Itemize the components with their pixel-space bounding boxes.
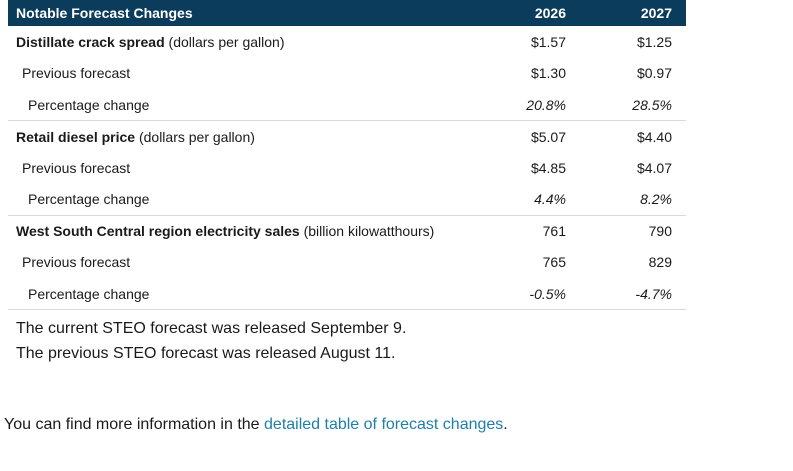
cell-2027: 829	[648, 254, 672, 271]
more-info-paragraph: You can find more information in the det…	[4, 412, 508, 437]
previous-release-note: The previous STEO forecast was released …	[16, 345, 396, 362]
cell-2026: $1.30	[530, 65, 566, 82]
metric-name: West South Central region electricity sa…	[16, 223, 300, 239]
cell-2026: 4.4%	[466, 183, 576, 216]
forecast-changes-table-container: Notable Forecast Changes 2026 2027 Disti…	[8, 0, 686, 310]
table-row-electricity-sales: West South Central region electricity sa…	[8, 215, 686, 247]
table-row-previous-forecast: Previous forecast 765 829	[8, 247, 686, 279]
cell-2027: $1.25	[636, 33, 672, 50]
cell-2027: $4.40	[636, 128, 672, 145]
table-row-percentage-change: Percentage change -0.5% -4.7%	[8, 278, 686, 310]
release-notes: The current STEO forecast was released S…	[16, 316, 406, 366]
table-row-previous-forecast: Previous forecast $1.30 $0.97	[8, 58, 686, 90]
column-header-2027: 2027	[640, 5, 672, 21]
row-label: Previous forecast	[22, 65, 131, 82]
table-row-percentage-change: Percentage change 4.4% 8.2%	[8, 183, 686, 216]
row-label: Distillate crack spread (dollars per gal…	[8, 26, 466, 58]
detailed-table-link[interactable]: detailed table of forecast changes	[264, 416, 504, 433]
row-label: Retail diesel price (dollars per gallon)	[8, 121, 466, 153]
cell-2026: 765	[542, 254, 566, 271]
metric-name: Distillate crack spread	[16, 33, 165, 50]
table-row-percentage-change: Percentage change 20.8% 28.5%	[8, 89, 686, 121]
row-label: West South Central region electricity sa…	[8, 215, 466, 247]
cell-2027: 790	[648, 223, 672, 239]
table-row-distillate-crack-spread: Distillate crack spread (dollars per gal…	[8, 26, 686, 58]
cell-2026: 761	[542, 223, 566, 239]
table-title: Notable Forecast Changes	[16, 5, 193, 21]
metric-name: Retail diesel price	[16, 128, 136, 145]
cell-2027: 28.5%	[576, 89, 686, 121]
cell-2027: 8.2%	[576, 183, 686, 216]
metric-unit: (dollars per gallon)	[138, 128, 255, 145]
cell-2026: $1.57	[530, 33, 566, 50]
cell-2026: $4.85	[530, 159, 566, 176]
cell-2026: 20.8%	[466, 89, 576, 121]
cell-2026: $5.07	[530, 128, 566, 145]
cell-2027: $4.07	[636, 159, 672, 176]
more-info-prefix: You can find more information in the	[4, 416, 265, 433]
row-label: Previous forecast	[22, 159, 131, 176]
current-release-note: The current STEO forecast was released S…	[16, 320, 407, 337]
cell-2027: -4.7%	[576, 278, 686, 310]
column-header-2026: 2026	[534, 5, 566, 21]
row-label: Percentage change	[8, 183, 466, 216]
metric-unit: (dollars per gallon)	[168, 33, 285, 50]
metric-unit: (billion kilowatthours)	[303, 223, 435, 239]
forecast-changes-table: Notable Forecast Changes 2026 2027 Disti…	[8, 0, 686, 310]
row-label: Percentage change	[8, 278, 466, 310]
table-header-row: Notable Forecast Changes 2026 2027	[8, 0, 686, 26]
cell-2026: -0.5%	[466, 278, 576, 310]
row-label: Previous forecast	[22, 254, 131, 271]
row-label: Percentage change	[8, 89, 466, 121]
table-row-retail-diesel-price: Retail diesel price (dollars per gallon)…	[8, 121, 686, 153]
more-info-suffix: .	[503, 416, 508, 433]
table-row-previous-forecast: Previous forecast $4.85 $4.07	[8, 152, 686, 184]
cell-2027: $0.97	[636, 65, 672, 82]
